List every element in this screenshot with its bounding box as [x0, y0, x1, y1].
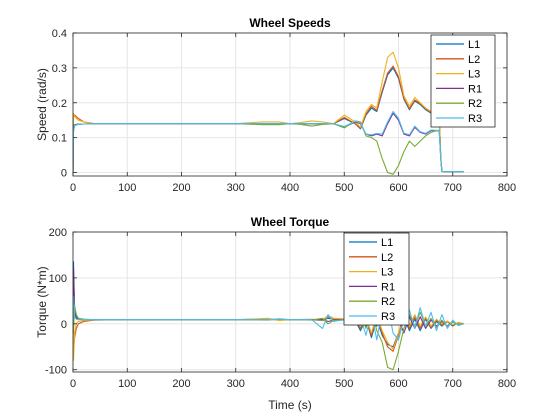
x-tick-label: 0 — [70, 378, 76, 390]
x-tick-label: 300 — [227, 182, 245, 194]
legend-entry-l3: L3 — [381, 267, 393, 279]
y-tick-label: 0.2 — [52, 98, 67, 110]
x-tick-label: 800 — [498, 378, 516, 390]
y-tick-label: -100 — [45, 365, 67, 377]
legend-box — [343, 232, 410, 326]
legend-entry-l2: L2 — [468, 54, 480, 66]
legend-entry-r1: R1 — [468, 83, 482, 95]
y-tick-label: 0 — [61, 319, 67, 331]
x-tick-label: 400 — [281, 378, 299, 390]
y-axis-label: Torque (N*m) — [35, 266, 49, 337]
legend-entry-r3: R3 — [381, 311, 395, 323]
x-tick-label: 200 — [172, 182, 190, 194]
legend-box — [430, 34, 496, 128]
y-axis-label: Speed (rad/s) — [35, 68, 49, 141]
x-tick-label: 500 — [335, 182, 353, 194]
x-tick-label: 700 — [444, 378, 462, 390]
x-tick-label: 600 — [389, 378, 407, 390]
legend-entry-l1: L1 — [468, 39, 480, 51]
legend-entry-r3: R3 — [468, 113, 482, 125]
legend-entry-r2: R2 — [468, 98, 482, 110]
chart-title: Wheel Speeds — [249, 16, 331, 30]
x-tick-label: 600 — [389, 182, 407, 194]
x-tick-label: 0 — [70, 182, 76, 194]
x-tick-label: 800 — [498, 182, 516, 194]
x-tick-label: 100 — [118, 378, 136, 390]
legend: L1 L2 L3 R1 R2 R3 — [343, 232, 410, 326]
y-tick-label: 0.1 — [52, 133, 67, 145]
chart-panel-1: 0 100 200 300 400 500 600 700 800 0 0.1 0.2 0.3 0.4 Wh… — [35, 16, 516, 194]
x-tick-label: 100 — [118, 182, 136, 194]
y-tick-label: 0.4 — [52, 28, 67, 40]
series-line-r3 — [73, 110, 464, 173]
x-tick-label: 400 — [281, 182, 299, 194]
legend-entry-l3: L3 — [468, 69, 480, 81]
legend-entry-l1: L1 — [381, 237, 393, 249]
chart-title: Wheel Torque — [251, 215, 330, 229]
legend-entry-r1: R1 — [381, 281, 395, 293]
x-tick-label: 200 — [172, 378, 190, 390]
legend-entry-l2: L2 — [381, 252, 393, 264]
chart-panel-2: 0 100 200 300 400 500 600 700 800-1000100200Whee… — [35, 215, 516, 412]
x-tick-label: 500 — [335, 378, 353, 390]
y-tick-label: 100 — [49, 273, 67, 285]
x-tick-label: 700 — [444, 182, 462, 194]
y-tick-label: 0 — [61, 168, 67, 180]
x-axis-label: Time (s) — [268, 398, 312, 412]
x-tick-label: 300 — [227, 378, 245, 390]
legend: L1 L2 L3 R1 R2 R3 — [430, 34, 496, 128]
y-tick-label: 200 — [49, 227, 67, 239]
legend-entry-r2: R2 — [381, 296, 395, 308]
y-tick-label: 0.3 — [52, 63, 67, 75]
